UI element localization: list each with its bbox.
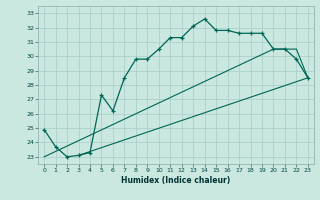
X-axis label: Humidex (Indice chaleur): Humidex (Indice chaleur) bbox=[121, 176, 231, 185]
